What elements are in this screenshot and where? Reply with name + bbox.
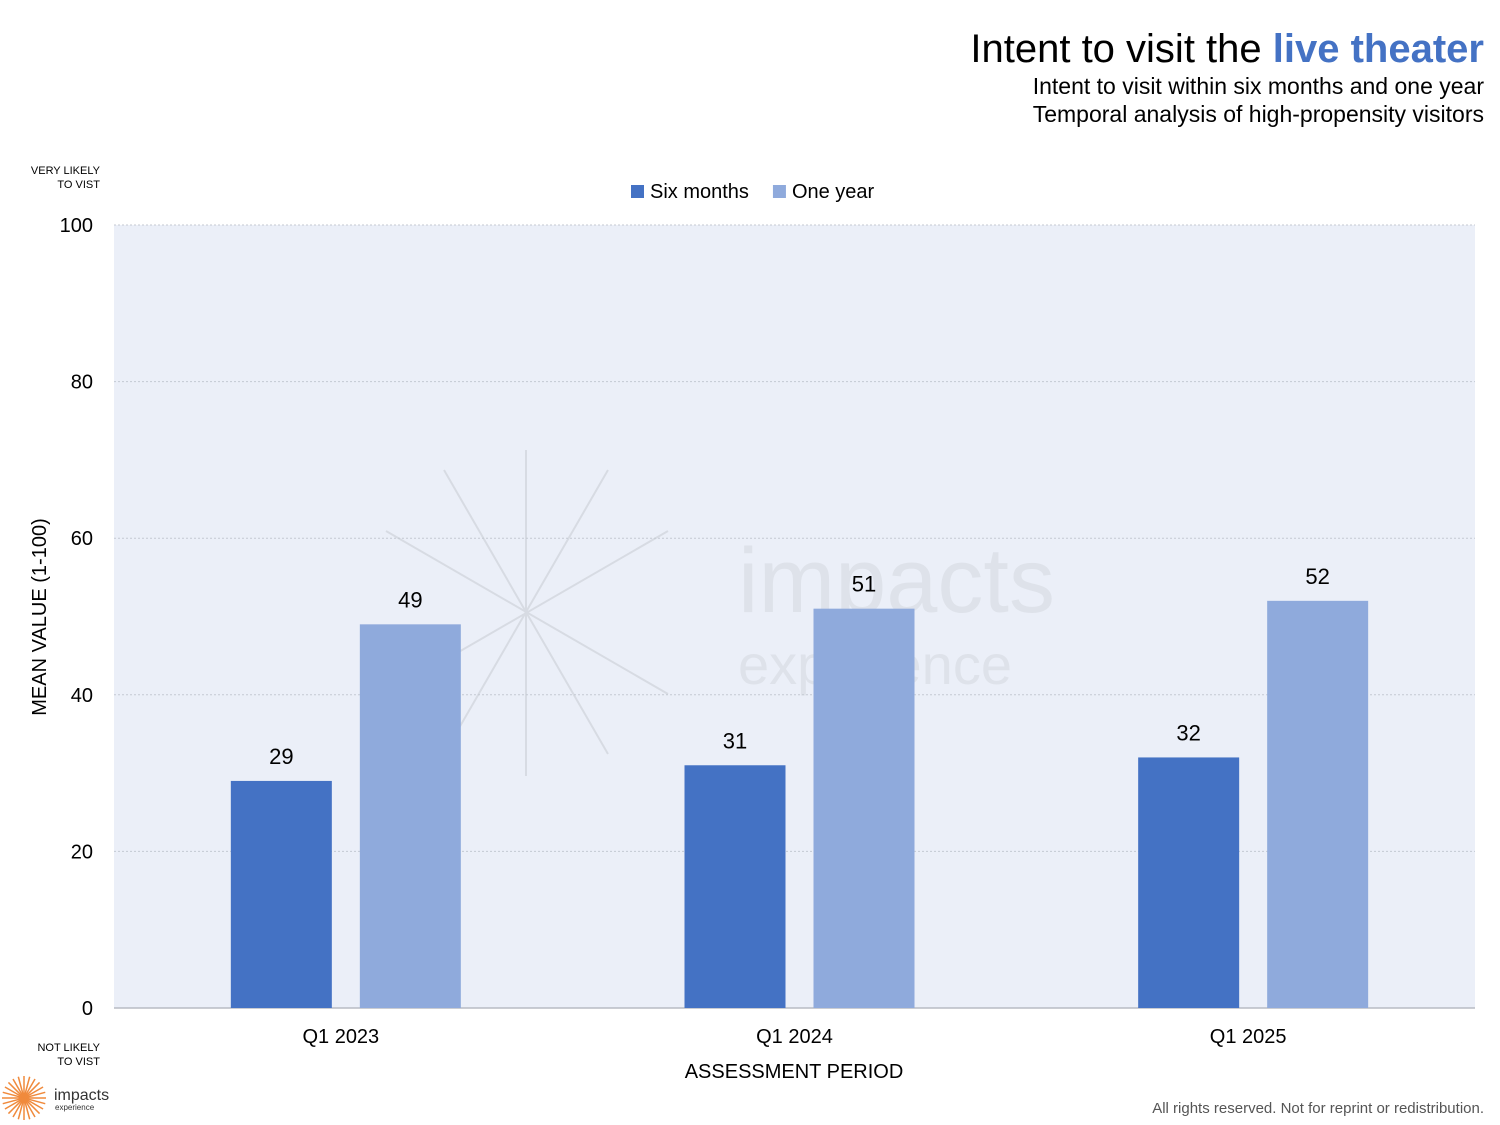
legend-swatch xyxy=(631,185,644,198)
data-label: 52 xyxy=(1305,564,1329,589)
x-tick-label: Q1 2023 xyxy=(302,1026,379,1048)
y-tick-label: 0 xyxy=(82,998,93,1020)
legend-label: Six months xyxy=(650,181,749,203)
y-axis-label: MEAN VALUE (1-100) xyxy=(29,518,51,715)
subtitle-1: Intent to visit within six months and on… xyxy=(1032,73,1484,99)
logo-star-icon xyxy=(2,1076,46,1120)
logo-ray xyxy=(2,1091,46,1105)
x-tick-label: Q1 2025 xyxy=(1210,1026,1287,1048)
y-tick-label: 80 xyxy=(71,372,93,394)
data-label: 31 xyxy=(723,728,747,753)
legend-label: One year xyxy=(792,181,875,203)
x-tick-label: Q1 2024 xyxy=(756,1026,833,1048)
data-label: 29 xyxy=(269,744,293,769)
scale-top-label: VERY LIKELY TO VIST xyxy=(30,165,100,191)
x-axis-label: ASSESSMENT PERIOD xyxy=(685,1061,904,1083)
y-tick-label: 60 xyxy=(71,528,93,550)
footer-note: All rights reserved. Not for reprint or … xyxy=(1152,1100,1484,1117)
bar xyxy=(684,765,786,1008)
bar xyxy=(813,608,915,1008)
brand-logo: impacts experience xyxy=(2,1076,109,1120)
y-axis: 0 20 40 60 80 100 xyxy=(60,215,93,1020)
bar xyxy=(1138,757,1240,1008)
x-axis: Q1 2023 Q1 2024 Q1 2025 xyxy=(302,1026,1286,1048)
data-label: 32 xyxy=(1176,720,1200,745)
chart-title: Intent to visit the live theater xyxy=(970,26,1484,72)
y-tick-label: 100 xyxy=(60,215,93,237)
bars: 29 49 31 51 32 52 xyxy=(230,564,1369,1008)
logo-line2: experience xyxy=(55,1103,95,1112)
title-block: Intent to visit the live theater Intent … xyxy=(970,26,1484,128)
watermark-star-icon xyxy=(385,450,669,776)
title-accent: live theater xyxy=(1272,27,1484,71)
legend: Six months One year xyxy=(631,181,875,203)
logo-line1: impacts xyxy=(54,1087,109,1104)
data-label: 49 xyxy=(398,587,422,612)
subtitle-2: Temporal analysis of high-propensity vis… xyxy=(1032,101,1484,127)
bar xyxy=(359,624,461,1008)
legend-swatch xyxy=(772,185,786,198)
grid-lines xyxy=(114,224,1475,1009)
bar xyxy=(1267,600,1369,1008)
plot-area xyxy=(114,225,1475,1008)
title-prefix: Intent to visit the xyxy=(970,27,1262,71)
bar xyxy=(230,780,332,1008)
data-label: 51 xyxy=(852,572,876,597)
y-tick-label: 20 xyxy=(71,841,93,863)
y-tick-label: 40 xyxy=(71,685,93,707)
scale-bottom-label: NOT LIKELY TO VIST xyxy=(37,1042,100,1068)
